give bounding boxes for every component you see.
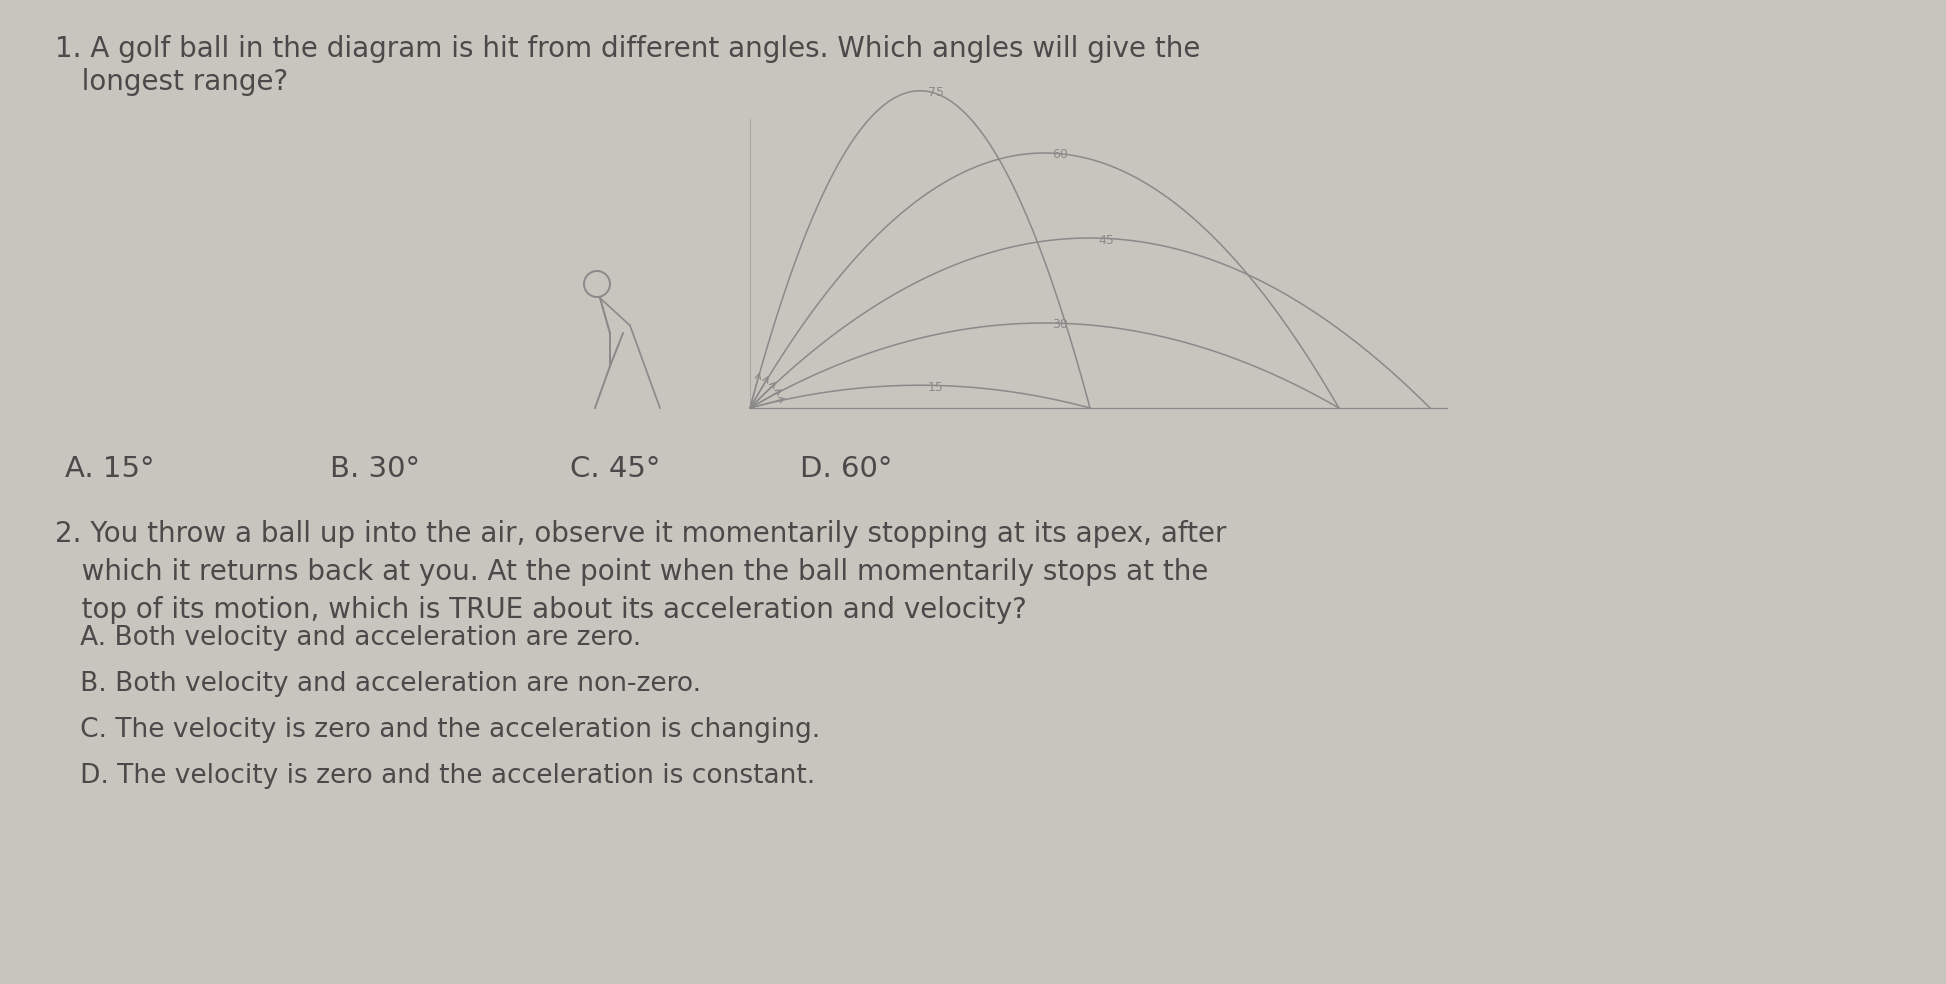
Text: 30: 30	[1053, 319, 1068, 332]
Text: 1. A golf ball in the diagram is hit from different angles. Which angles will gi: 1. A golf ball in the diagram is hit fro…	[54, 35, 1201, 63]
Text: A. 15°: A. 15°	[64, 455, 154, 483]
Text: 15: 15	[928, 381, 944, 394]
Text: 75: 75	[928, 87, 944, 99]
Text: C. 45°: C. 45°	[570, 455, 660, 483]
Text: top of its motion, which is TRUE about its acceleration and velocity?: top of its motion, which is TRUE about i…	[54, 596, 1027, 624]
Text: longest range?: longest range?	[54, 68, 288, 96]
Text: 2. You throw a ball up into the air, observe it momentarily stopping at its apex: 2. You throw a ball up into the air, obs…	[54, 520, 1226, 548]
Text: B. Both velocity and acceleration are non-zero.: B. Both velocity and acceleration are no…	[54, 671, 701, 697]
Text: 60: 60	[1053, 149, 1068, 161]
Text: D. The velocity is zero and the acceleration is constant.: D. The velocity is zero and the accelera…	[54, 763, 815, 789]
Text: which it returns back at you. At the point when the ball momentarily stops at th: which it returns back at you. At the poi…	[54, 558, 1208, 586]
Text: B. 30°: B. 30°	[331, 455, 420, 483]
Text: 45: 45	[1098, 233, 1113, 247]
Text: C. The velocity is zero and the acceleration is changing.: C. The velocity is zero and the accelera…	[54, 717, 821, 743]
Text: D. 60°: D. 60°	[800, 455, 893, 483]
Text: A. Both velocity and acceleration are zero.: A. Both velocity and acceleration are ze…	[54, 625, 642, 651]
